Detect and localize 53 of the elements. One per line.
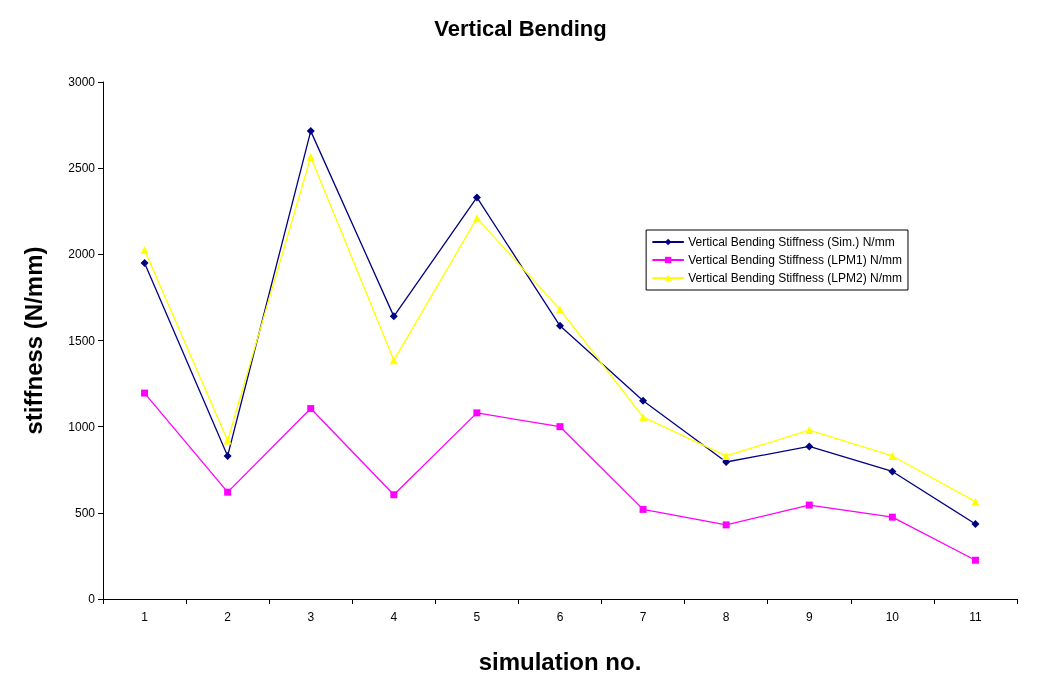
x-tick-label: 10 <box>885 610 900 624</box>
point <box>556 305 564 314</box>
point <box>473 409 481 417</box>
y-tick-label: 2000 <box>68 247 96 262</box>
x-axis-title: simulation no. <box>478 647 642 675</box>
point <box>140 258 149 267</box>
point <box>141 389 149 397</box>
point <box>140 246 149 255</box>
x-tick-label: 6 <box>556 610 564 624</box>
x-tick-label: 5 <box>473 610 481 624</box>
x-tick-label: 1 <box>141 610 149 624</box>
point <box>805 442 814 451</box>
point <box>722 521 730 529</box>
point <box>722 451 731 460</box>
point <box>223 451 232 460</box>
y-tick-label: 1500 <box>68 333 96 348</box>
x-tick-label: 11 <box>969 610 982 624</box>
point <box>971 497 980 506</box>
point <box>224 488 232 496</box>
legend-label: Vertical Bending Stiffness (Sim.) N/mm <box>688 235 895 249</box>
point <box>971 556 979 564</box>
legend-label: Vertical Bending Stiffness (LPM2) N/mm <box>688 271 903 285</box>
point <box>390 491 398 499</box>
point <box>888 451 897 460</box>
y-tick-label: 2500 <box>68 161 96 176</box>
y-tick-label: 0 <box>88 592 96 606</box>
y-axis-title: stiffness (N/mm) <box>19 246 47 435</box>
point <box>805 501 813 509</box>
point <box>307 405 315 413</box>
point <box>472 193 481 202</box>
point <box>556 321 564 330</box>
x-tick-label: 2 <box>224 610 232 624</box>
x-tick-label: 3 <box>307 610 315 624</box>
point <box>556 423 564 431</box>
point <box>971 520 980 529</box>
point <box>639 505 647 513</box>
y-tick-label: 500 <box>74 505 96 520</box>
legend-label: Vertical Bending Stiffness (LPM1) N/mm <box>688 253 903 267</box>
point <box>389 312 398 321</box>
x-tick-label: 9 <box>805 610 813 624</box>
x-tick-label: 4 <box>390 610 398 624</box>
y-tick-label: 1000 <box>68 419 96 434</box>
point <box>472 214 481 223</box>
point <box>306 152 315 161</box>
x-tick-label: 8 <box>722 610 730 624</box>
point <box>306 127 315 136</box>
point <box>888 513 896 521</box>
x-tick-label: 7 <box>639 610 647 624</box>
point <box>639 413 648 422</box>
y-tick-label: 3000 <box>68 75 96 89</box>
point <box>639 396 648 405</box>
point <box>888 467 897 476</box>
chart-title: Vertical Bending <box>434 15 607 41</box>
